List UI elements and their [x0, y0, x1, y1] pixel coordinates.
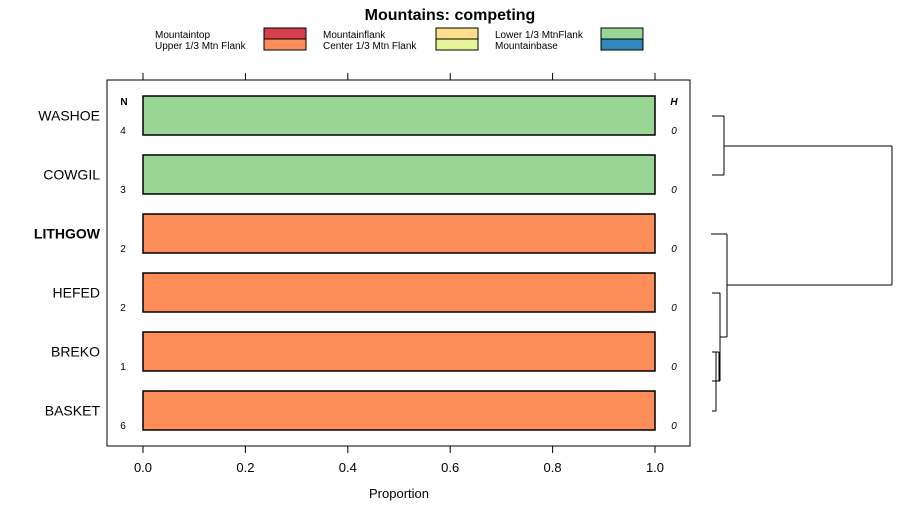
legend-label-mountaintop: Mountaintop — [155, 30, 210, 41]
legend-swatch-mountaintop — [263, 27, 307, 40]
legend-label-center-1-3-mtn-flank: Center 1/3 Mtn Flank — [323, 41, 417, 52]
row-annotations: WASHOE 4 0 COWGIL 3 0 LITHGOW 2 0 HEFED 2 0 BREKO 1 0 B… — [34, 108, 677, 433]
bar-hefed-upper-1-3-mtn-flank — [142, 272, 656, 313]
category-label-basket: BASKET — [45, 403, 101, 419]
category-label-cowgil: COWGIL — [43, 167, 100, 183]
category-label-lithgow: LITHGOW — [34, 226, 101, 242]
axes: 0.0 0.2 0.4 0.6 0.8 1.0 — [134, 73, 664, 475]
legend-label-lower-1-3-mtnflank: Lower 1/3 MtnFlank — [495, 30, 584, 41]
legend-swatch-lower-1-3-mtnflank — [600, 27, 644, 40]
legend-label-mountainflank: Mountainflank — [323, 30, 386, 41]
x-tick-label-1: 0.2 — [236, 460, 254, 475]
h-value-breko: 0 — [671, 362, 677, 373]
n-value-lithgow: 2 — [120, 244, 126, 255]
legend-swatch-mountainflank — [435, 27, 479, 40]
category-label-washoe: WASHOE — [38, 108, 100, 124]
dendrogram — [711, 115, 893, 412]
x-axis-label: Proportion — [369, 486, 429, 501]
bar-cowgil-lower-1-3-mtnflank — [142, 154, 656, 195]
bar-basket-upper-1-3-mtn-flank — [142, 390, 656, 431]
bar-breko-upper-1-3-mtn-flank — [142, 331, 656, 372]
legend-label-upper-1-3-mtn-flank: Upper 1/3 Mtn Flank — [155, 41, 247, 52]
column-header-n: N — [120, 97, 127, 108]
x-tick-label-4: 0.8 — [544, 460, 562, 475]
legend-label-mountainbase: Mountainbase — [495, 41, 558, 52]
category-label-hefed: HEFED — [53, 285, 100, 301]
x-tick-label-0: 0.0 — [134, 460, 152, 475]
legend-swatch-upper-1-3-mtn-flank — [263, 38, 307, 51]
column-header-h: H — [670, 97, 678, 108]
legend-swatch-center-1-3-mtn-flank — [435, 38, 479, 51]
h-value-cowgil: 0 — [671, 185, 677, 196]
h-value-lithgow: 0 — [671, 244, 677, 255]
bar-lithgow-upper-1-3-mtn-flank — [142, 213, 656, 254]
h-value-washoe: 0 — [671, 126, 677, 137]
chart-title: Mountains: competing — [365, 7, 536, 24]
n-value-washoe: 4 — [120, 126, 126, 137]
h-value-hefed: 0 — [671, 303, 677, 314]
n-value-basket: 6 — [120, 421, 126, 432]
bar-washoe-lower-1-3-mtnflank — [142, 95, 656, 136]
category-label-breko: BREKO — [51, 344, 100, 360]
h-value-basket: 0 — [671, 421, 677, 432]
x-tick-label-3: 0.6 — [441, 460, 459, 475]
x-tick-label-2: 0.4 — [339, 460, 357, 475]
n-value-breko: 1 — [120, 362, 126, 373]
n-value-cowgil: 3 — [120, 185, 126, 196]
x-tick-label-5: 1.0 — [646, 460, 664, 475]
legend-swatch-mountainbase — [600, 38, 644, 51]
bars — [142, 95, 656, 431]
plot-frame — [106, 79, 691, 447]
n-value-hefed: 2 — [120, 303, 126, 314]
